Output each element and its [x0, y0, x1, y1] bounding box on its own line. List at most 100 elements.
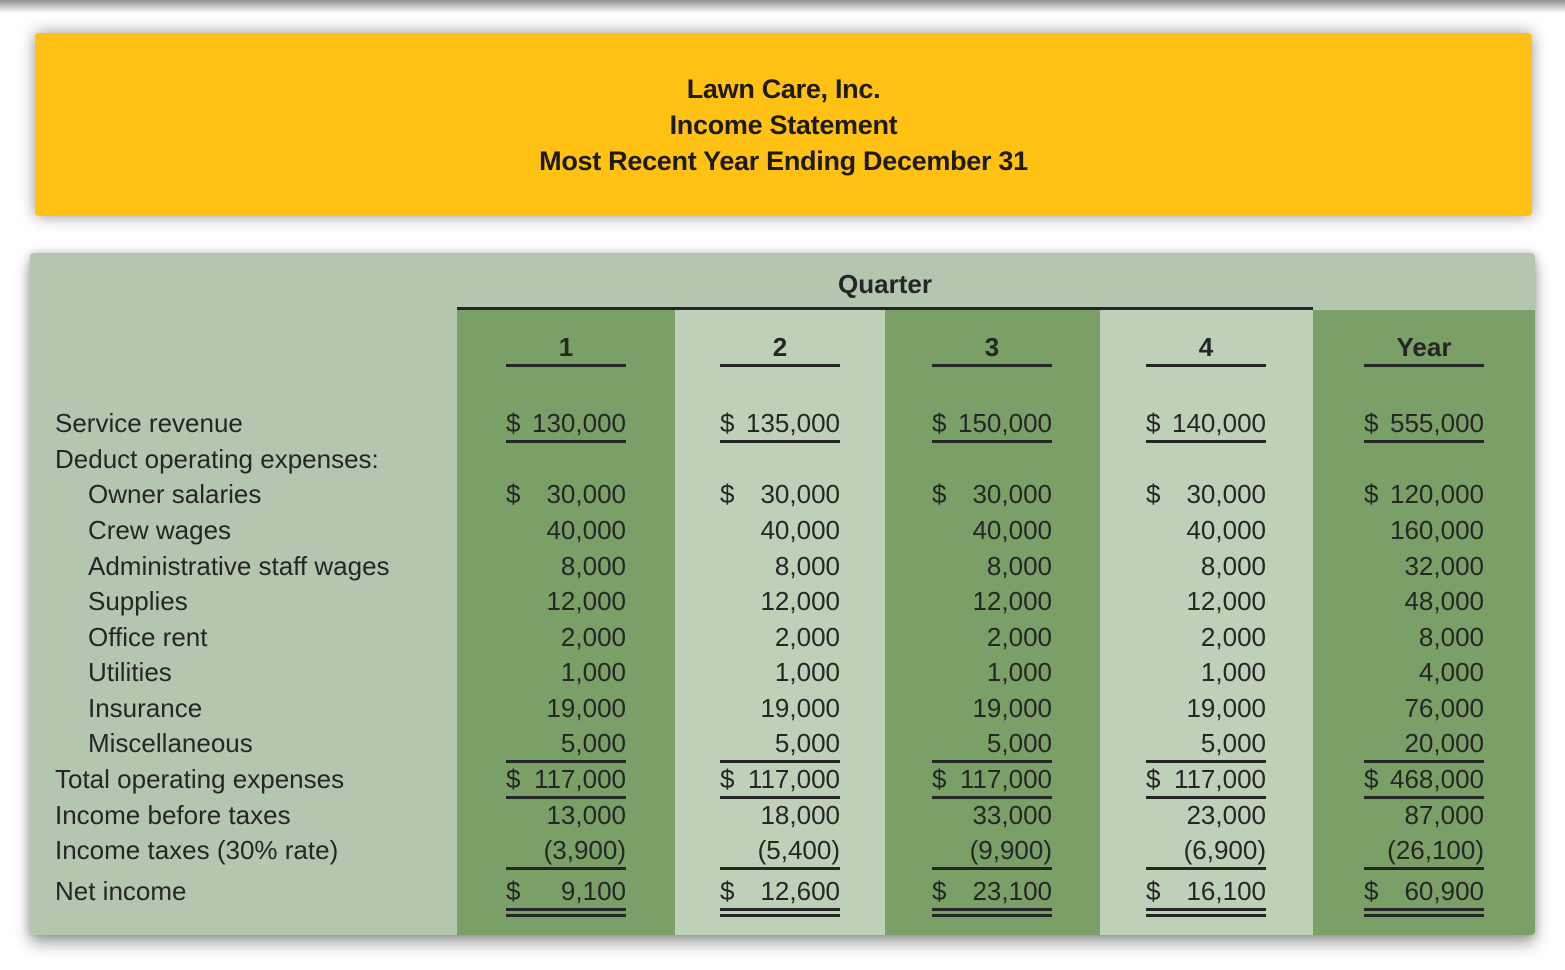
value-cell: 2,000: [986, 622, 1052, 652]
amount: 117,000: [533, 764, 626, 794]
amount: 9,100: [560, 876, 626, 906]
value-cell: 23,000: [1186, 800, 1266, 830]
value-cell: 1,000: [774, 657, 840, 687]
dollar-sign: $: [1364, 764, 1379, 794]
value-cell: $23,100: [932, 874, 1052, 917]
row-label: Income taxes (30% rate): [55, 835, 339, 865]
value-cell: 8,000: [1200, 551, 1266, 581]
value-cell: 19,000: [760, 693, 840, 723]
value-cell: 5,000: [932, 726, 1052, 763]
dollar-sign: $: [932, 876, 947, 906]
value-cell: 5,000: [720, 726, 840, 763]
quarter-group-header: Quarter: [838, 269, 932, 299]
value-cell: 8,000: [560, 551, 626, 581]
value-cell: 48,000: [1404, 586, 1484, 616]
dollar-sign: $: [1146, 876, 1161, 906]
row-label: Net income: [55, 876, 187, 906]
dollar-sign: $: [720, 876, 735, 906]
value-cell: $9,100: [506, 874, 626, 917]
column-band-1: [457, 310, 675, 935]
column-band-2: [675, 310, 885, 935]
row-label: Crew wages: [88, 515, 232, 545]
dollar-sign: $: [1364, 479, 1379, 509]
row-label: Deduct operating expenses:: [55, 444, 379, 474]
dollar-sign: $: [506, 876, 521, 906]
value-cell: 20,000: [1364, 726, 1484, 763]
value-cell: 5,000: [506, 726, 626, 763]
value-cell: $117,000: [506, 762, 626, 799]
statement-type: Income Statement: [669, 109, 898, 140]
value-cell: 40,000: [546, 515, 626, 545]
dollar-sign: $: [932, 408, 947, 438]
value-cell: $468,000: [1364, 762, 1484, 799]
statement-period: Most Recent Year Ending December 31: [539, 145, 1028, 176]
value-cell: $117,000: [720, 762, 840, 799]
column-header-4: 4: [1146, 330, 1266, 367]
amount: 117,000: [1173, 764, 1266, 794]
value-cell: $150,000: [932, 406, 1052, 443]
row-label: Office rent: [88, 622, 208, 652]
value-cell: 32,000: [1404, 551, 1484, 581]
value-cell: 8,000: [774, 551, 840, 581]
dollar-sign: $: [720, 408, 735, 438]
value-cell: 1,000: [560, 657, 626, 687]
amount: 468,000: [1390, 764, 1484, 794]
dollar-sign: $: [1146, 479, 1161, 509]
value-cell: 5,000: [1146, 726, 1266, 763]
amount: 117,000: [747, 764, 840, 794]
top-shadow-strip: [0, 0, 1565, 13]
value-cell: (3,900): [506, 833, 626, 870]
value-cell: 1,000: [1200, 657, 1266, 687]
row-label: Utilities: [88, 657, 172, 687]
amount: 140,000: [1172, 408, 1266, 438]
value-cell: $30,000: [932, 477, 1052, 511]
amount: 120,000: [1390, 479, 1484, 509]
column-header-1: 1: [506, 330, 626, 367]
value-cell: 8,000: [986, 551, 1052, 581]
value-cell: 87,000: [1404, 800, 1484, 830]
amount: 555,000: [1390, 408, 1484, 438]
value-cell: $117,000: [1146, 762, 1266, 799]
column-header-Year: Year: [1364, 330, 1484, 367]
value-cell: (9,900): [932, 833, 1052, 870]
value-cell: 76,000: [1404, 693, 1484, 723]
value-cell: $60,900: [1364, 874, 1484, 917]
value-cell: $30,000: [720, 477, 840, 511]
value-cell: 19,000: [1186, 693, 1266, 723]
value-cell: 12,000: [760, 586, 840, 616]
value-cell: 2,000: [560, 622, 626, 652]
value-cell: $555,000: [1364, 406, 1484, 443]
amount: 130,000: [532, 408, 626, 438]
value-cell: $117,000: [932, 762, 1052, 799]
value-cell: 40,000: [972, 515, 1052, 545]
value-cell: 33,000: [972, 800, 1052, 830]
value-cell: (26,100): [1364, 833, 1484, 870]
column-band-3: [885, 310, 1100, 935]
dollar-sign: $: [1364, 408, 1379, 438]
value-cell: 12,000: [1186, 586, 1266, 616]
value-cell: 40,000: [760, 515, 840, 545]
column-header-3: 3: [932, 330, 1052, 367]
row-label: Administrative staff wages: [88, 551, 390, 581]
value-cell: 1,000: [986, 657, 1052, 687]
value-cell: 12,000: [546, 586, 626, 616]
amount: 16,100: [1186, 876, 1266, 906]
amount: 30,000: [1186, 479, 1266, 509]
dollar-sign: $: [720, 479, 735, 509]
value-cell: 19,000: [972, 693, 1052, 723]
company-name: Lawn Care, Inc.: [686, 73, 881, 104]
row-label: Income before taxes: [55, 800, 291, 830]
dollar-sign: $: [932, 479, 947, 509]
value-cell: (5,400): [720, 833, 840, 870]
amount: 30,000: [760, 479, 840, 509]
dollar-sign: $: [1364, 876, 1379, 906]
quarter-group-rule: [457, 307, 1313, 310]
row-label: Owner salaries: [88, 479, 262, 509]
dollar-sign: $: [506, 408, 521, 438]
column-header-2: 2: [720, 330, 840, 367]
dollar-sign: $: [932, 764, 947, 794]
value-cell: $135,000: [720, 406, 840, 443]
value-cell: $30,000: [1146, 477, 1266, 511]
value-cell: 2,000: [774, 622, 840, 652]
